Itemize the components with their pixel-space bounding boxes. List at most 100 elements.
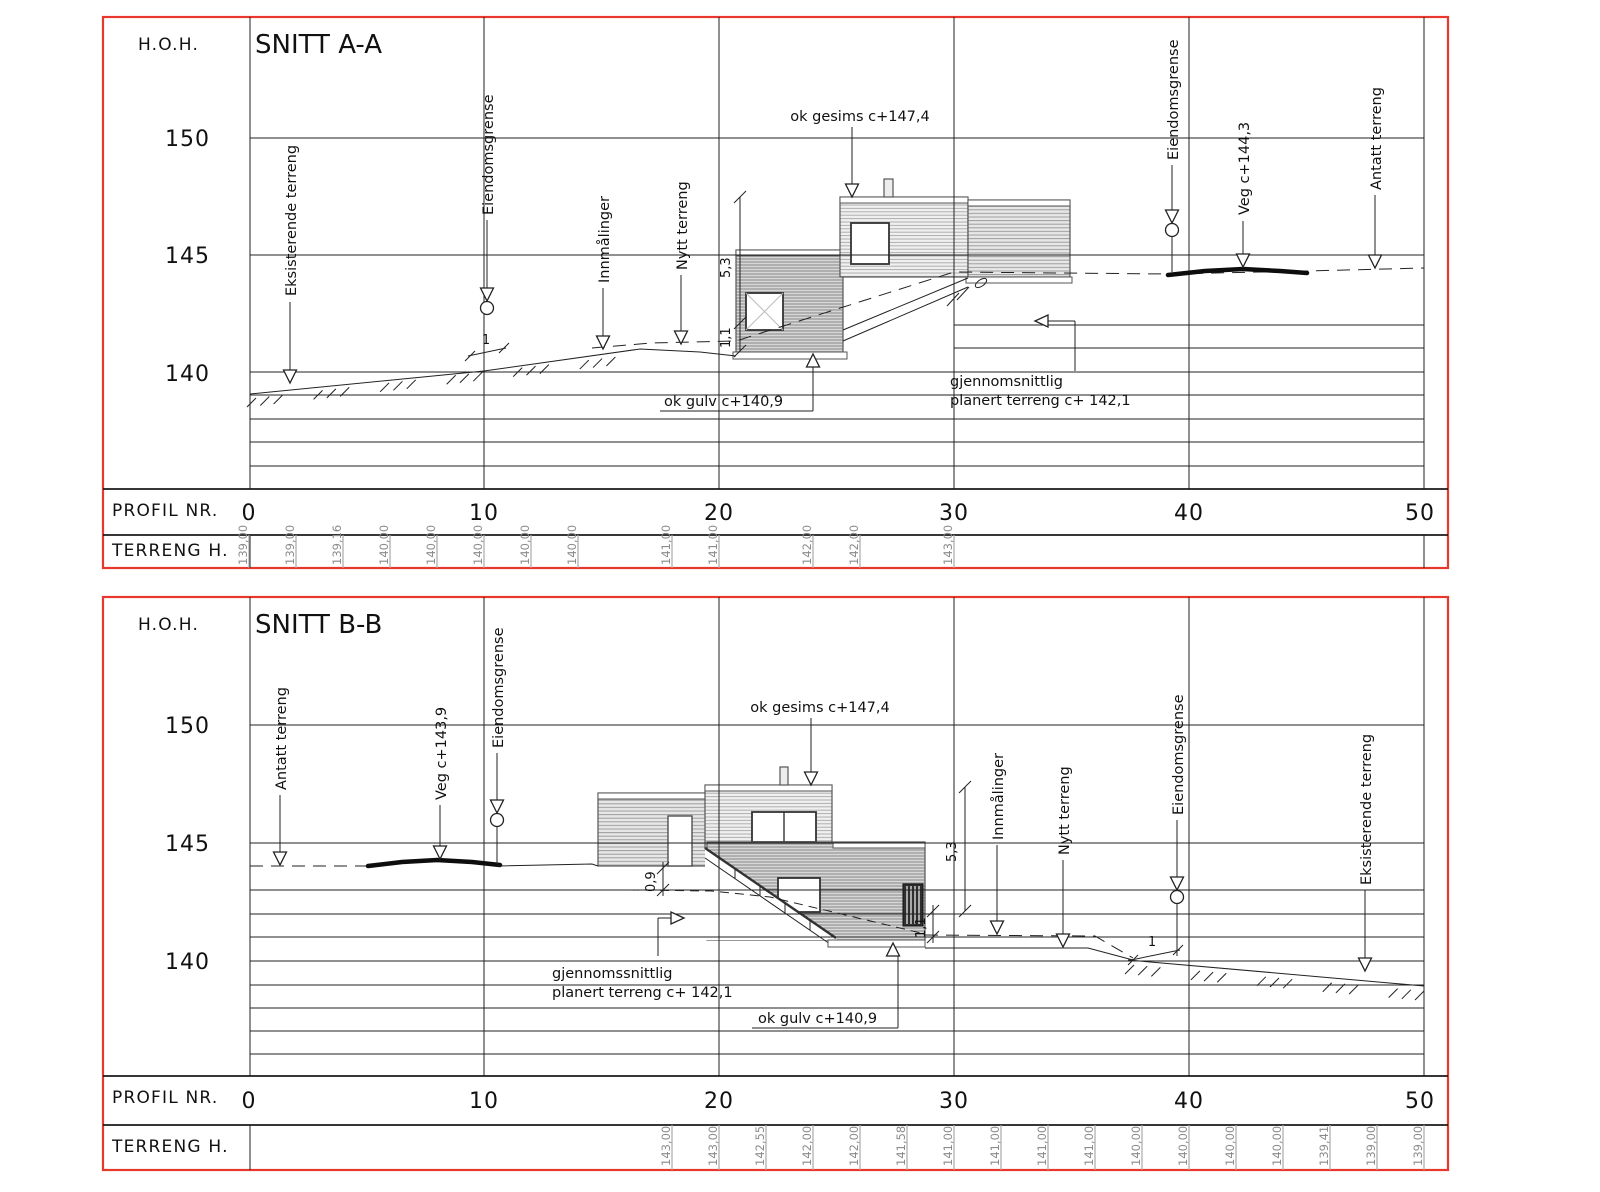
ground-hatch (472, 371, 483, 382)
label-eiendomsgrense-left: Eiendomsgrense (491, 627, 507, 748)
terreng-value: 143,00 (706, 1126, 720, 1166)
label-planert-1: gjennomssnittlig (552, 966, 673, 982)
profil-10: 10 (469, 501, 499, 526)
elev-150: 150 (165, 127, 210, 152)
grid-a (249, 17, 1425, 568)
profil-40: 40 (1174, 501, 1204, 526)
road-line (1165, 266, 1310, 278)
profil-50: 50 (1405, 501, 1435, 526)
ground-hatch (526, 365, 536, 376)
slatted-window (902, 883, 924, 927)
terreng-value: 141,00 (659, 525, 673, 565)
panel-snitt-aa: H.O.H. SNITT A-A 150 145 140 PROFIL NR. … (101, 15, 1450, 570)
panel-title: SNITT B-B (255, 610, 382, 640)
boundary-symbol (489, 812, 505, 828)
terreng-value: 142,55 (753, 1126, 767, 1166)
panel-title: SNITT A-A (255, 30, 382, 60)
annotations-a: Eksisterende terreng Eiendomsgrense Innm… (282, 39, 1385, 412)
dim-1-1: 1,1 (719, 327, 734, 348)
terreng-values-b: 143,00 143,00 142,55 142,00 142,00 141,58 141,… (659, 1125, 1425, 1170)
terreng-value: 140,00 (1270, 1126, 1284, 1166)
elev-140: 140 (165, 362, 210, 387)
boundary-symbol (1169, 889, 1185, 905)
ground-hatch (606, 356, 616, 367)
slope-mark: 1 (1148, 935, 1156, 950)
ground-hatch (393, 380, 403, 391)
label-eiendomsgrense-right: Eiendomsgrense (1171, 694, 1187, 815)
profil-nr-label: PROFIL NR. (112, 501, 218, 521)
ground-hatch (539, 364, 550, 374)
ground-hatch (1190, 970, 1201, 981)
panel-border (101, 15, 1450, 570)
terreng-value: 139,00 (1364, 1126, 1378, 1166)
elev-145: 145 (165, 832, 210, 857)
terreng-value: 140,00 (377, 525, 391, 565)
terrain-a (246, 266, 1425, 408)
profil-50: 50 (1405, 1089, 1435, 1114)
terreng-value: 140,00 (471, 525, 485, 565)
existing-terrain-line (1127, 959, 1425, 987)
ground-hatch (446, 374, 457, 385)
profil-40: 40 (1174, 1089, 1204, 1114)
building-section-b (597, 766, 926, 948)
ground-hatch (1124, 964, 1135, 975)
ground-hatch (1151, 967, 1161, 977)
label-veg: Veg c+144,3 (1237, 122, 1253, 215)
label-veg: Veg c+143,9 (434, 707, 450, 800)
ground-hatch (313, 390, 323, 400)
grid-b (249, 597, 1425, 1170)
chimney (779, 766, 789, 786)
building-section-a (732, 178, 1073, 360)
label-innmalinger: Innmålinger (596, 196, 613, 283)
profil-nr-label: PROFIL NR. (112, 1088, 218, 1108)
label-antatt-terreng: Antatt terreng (1369, 87, 1385, 190)
ground-hatch (459, 373, 470, 384)
terreng-value: 140,00 (565, 525, 579, 565)
terreng-value: 141,58 (894, 1126, 908, 1166)
chimney (883, 178, 894, 198)
ground-hatch (246, 397, 257, 408)
survey-point (974, 277, 988, 289)
ground-hatch (259, 396, 270, 406)
profil-0: 0 (242, 1089, 257, 1114)
door (667, 815, 693, 867)
label-eksisterende-terreng: Eksisterende terreng (284, 145, 300, 296)
terreng-value: 139,41 (1317, 1126, 1331, 1166)
profil-10: 10 (469, 1089, 499, 1114)
terreng-value: 141,00 (941, 1126, 955, 1166)
label-nytt-terreng: Nytt terreng (675, 181, 691, 270)
boundary-symbol (479, 300, 495, 316)
elev-150: 150 (165, 714, 210, 739)
ground-hatch (1322, 982, 1333, 993)
ground-hatch (273, 394, 283, 405)
panel-snitt-bb: H.O.H. SNITT B-B 150 145 140 PROFIL NR. … (101, 595, 1450, 1172)
dim-5-3: 5,3 (719, 257, 734, 278)
label-innmalinger: Innmålinger (990, 753, 1007, 840)
profil-30: 30 (939, 501, 969, 526)
label-planert-1: gjennomsnittlig (950, 374, 1063, 390)
hoh-label: H.O.H. (138, 35, 199, 55)
ground-hatch (512, 367, 523, 378)
window (850, 222, 890, 265)
ground-hatch (1335, 983, 1346, 994)
ground-hatch (326, 388, 337, 399)
profil-20: 20 (704, 1089, 734, 1114)
terreng-value: 142,00 (847, 1126, 861, 1166)
annotations-b: Antatt terreng Veg c+143,9 Eiendomsgrens… (272, 627, 1375, 1029)
terreng-value: 142,00 (847, 525, 861, 565)
ground-hatch (1269, 977, 1280, 988)
terreng-value: 143,00 (941, 525, 955, 565)
road-line (365, 857, 503, 869)
dim-1-1: 1,1 (914, 917, 929, 938)
label-eiendomsgrense-right: Eiendomsgrense (1166, 39, 1182, 160)
terreng-value: 143,00 (659, 1126, 673, 1166)
terreng-value: 139,00 (236, 525, 250, 565)
ground-hatch (339, 387, 350, 397)
label-planert-2: planert terreng c+ 142,1 (950, 393, 1131, 409)
ground-hatch (579, 359, 590, 370)
terreng-value: 141,00 (988, 1126, 1002, 1166)
profil-20: 20 (704, 501, 734, 526)
terreng-value: 141,00 (1082, 1126, 1096, 1166)
